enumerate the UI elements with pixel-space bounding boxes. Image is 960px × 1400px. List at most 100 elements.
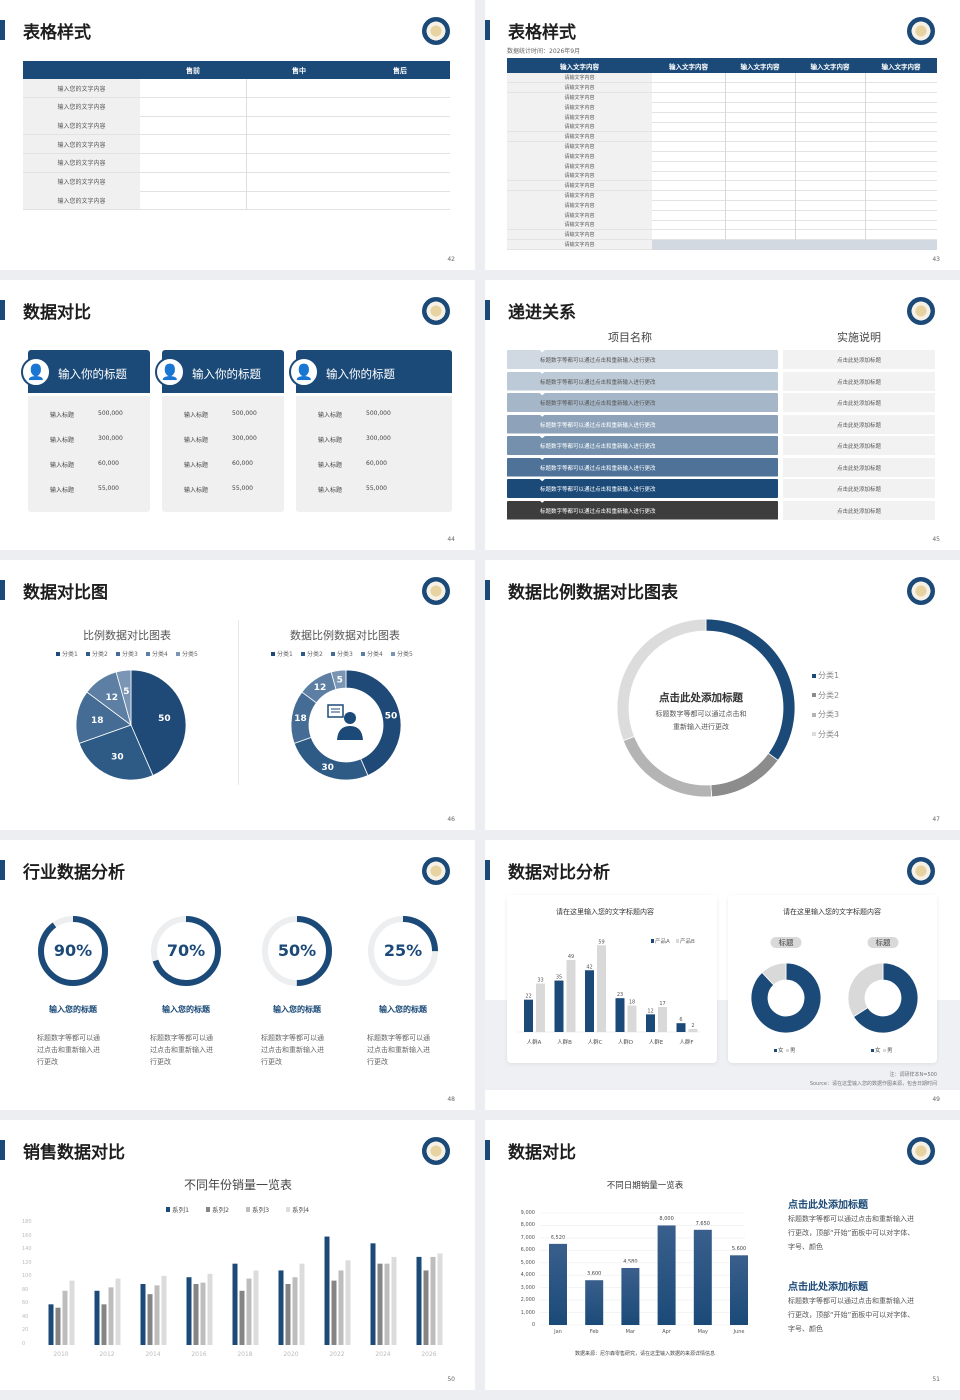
card-row-value: 500,000: [366, 410, 391, 417]
bar-系列2-2026: [423, 1270, 429, 1345]
legend-item: 男: [883, 1046, 893, 1054]
tablet-user-icon: 👤: [21, 357, 51, 387]
legend-swatch: [391, 651, 395, 656]
bar-系列3-2026: [430, 1256, 436, 1345]
block-text: 行更改，顶部“开始”面板中可以对字体、: [788, 1311, 915, 1319]
table-row-label: 请输文字内容: [564, 183, 595, 190]
table-row-label: 请输文字内容: [564, 153, 595, 160]
card-row-label: 输入标题: [318, 462, 343, 469]
row-divider: [507, 239, 937, 240]
row-divider: [507, 229, 937, 230]
legend-label: 系列3: [252, 1206, 270, 1214]
slice-分类2: [78, 724, 154, 781]
card-row-label: 输入标题: [184, 487, 209, 494]
note-cell: [783, 393, 935, 412]
table-row-label: 请输文字内容: [564, 232, 595, 239]
bar-Jan: [549, 1243, 567, 1325]
table-row-label: 请输文字内容: [564, 114, 595, 121]
bar-Feb: [585, 1280, 604, 1325]
x-tick-label: 人群A: [526, 1040, 542, 1046]
card-body: [28, 396, 150, 512]
table-row-label: 请输文字内容: [564, 143, 595, 150]
x-tick-label: June: [733, 1329, 745, 1335]
x-tick-label: 人群E: [648, 1040, 664, 1046]
table-header-cell: 输入文字内容: [669, 62, 708, 71]
column-divider: [725, 73, 726, 240]
legend-swatch: [812, 732, 816, 736]
legend-item: 系列1: [166, 1204, 189, 1214]
row-label-cell: [507, 171, 652, 181]
y-tick-label: 1,000: [520, 1309, 535, 1316]
card-body: [296, 396, 452, 512]
table-header: [23, 61, 450, 79]
legend-label: 分类3: [122, 651, 138, 658]
slide-46[interactable]: 数据对比图 46 比例数据对比图表 数据比例数据对比图表 分类1 分类2 分类3 分类4 分类5…: [0, 560, 475, 830]
table-row-label: 输入您的文字内容: [57, 197, 106, 205]
bar-系列2-2012: [101, 1304, 107, 1345]
row-divider: [507, 180, 937, 181]
donut-center-text: 标题数字等都可以通过点击和: [655, 710, 747, 718]
block-text: 标题数字等都可以通过点击和重新输入进: [788, 1297, 914, 1305]
slide-45[interactable]: 递进关系 45 项目名称 实施说明 标题数字等都可以通过点击和重新输入进行更改 点击此处添…: [485, 280, 960, 550]
bar-系列2-2016: [193, 1284, 199, 1345]
slide-49[interactable]: 数据对比分析 49 请在这里输入您的文字标题内容 产品A 产品B 人群A 人群B 人群C 人群D…: [485, 840, 960, 1110]
step-note: 点击此处添加标题: [836, 379, 882, 386]
x-tick-label: May: [697, 1329, 708, 1335]
item-desc: 过点击和重新输入进: [261, 1046, 324, 1054]
legend-swatch: [812, 693, 816, 697]
bar-系列3-2024: [384, 1263, 390, 1345]
slide-47[interactable]: 数据比例数据对比图表 47 点击此处添加标题 标题数字等都可以通过点击和 重新输入进行更…: [485, 560, 960, 830]
page-number: 48: [447, 1096, 455, 1103]
y-tick-label: 20: [22, 1327, 29, 1334]
slide-44[interactable]: 数据对比 44 👤 输入你的标题 输入标题 500,000 输入标题 300,000 输入标题 6…: [0, 280, 475, 550]
slide-43[interactable]: 表格样式 43 数据统计时间：2026年9月 输入文字内容 输入文字内容 输入文字内容 输入…: [485, 0, 960, 270]
slide-50[interactable]: 销售数据对比 50 不同年份销量一览表 系列1 系列2 系列3 系列4 0 20 40 60 80 10…: [0, 1120, 475, 1390]
bar-产品A-人群A: [524, 999, 533, 1032]
note-cell: [783, 371, 935, 391]
card-row-label: 输入标题: [50, 437, 75, 444]
slide-title: 数据对比图: [23, 583, 108, 603]
slice-label: 50: [385, 712, 398, 722]
slide-42[interactable]: 表格样式 42 售前 售中 售后 输入您的文字内容 输入您的文字内容 输入您的文字内容 输入您的…: [0, 0, 475, 270]
bar-value-label: 7,650: [695, 1220, 710, 1227]
table-row-label: 请输文字内容: [564, 94, 595, 101]
y-tick-label: 3,000: [520, 1284, 535, 1291]
y-tick-label: 5,000: [520, 1259, 535, 1266]
x-tick-label: Jan: [554, 1329, 562, 1335]
y-tick-label: 8,000: [520, 1222, 535, 1229]
bar-chart: [540, 1212, 748, 1326]
legend-item: 分类2: [86, 649, 108, 658]
card-row-label: 输入标题: [318, 437, 343, 444]
table-row-label: 请输文字内容: [564, 192, 595, 199]
row-label-cell: [507, 141, 652, 152]
slide-title: 递进关系: [508, 303, 576, 323]
legend-label: 分类2: [307, 651, 323, 658]
item-title: 输入您的标题: [49, 1005, 97, 1014]
table-header-cell: 售后: [393, 67, 407, 75]
legend-item: 分类2: [812, 690, 839, 701]
page-number: 49: [932, 1096, 940, 1103]
slide-51[interactable]: 数据对比 51 0 1,000 2,000 3,000 4,000 5,000 6,000 7,0…: [485, 1120, 960, 1390]
row-label-cell: [507, 220, 652, 230]
table-row-label: 输入您的文字内容: [57, 122, 106, 130]
chart-card: [507, 895, 717, 1063]
legend-label: 系列2: [212, 1206, 230, 1214]
step-text: 标题数字等都可以通过点击和重新输入进行更改: [540, 508, 656, 515]
legend-label: 系列1: [172, 1206, 190, 1214]
table-row-label: 输入您的文字内容: [57, 141, 106, 149]
comparison-charts: 22 33 35 49 42 59 23 18 12 17 6 2: [517, 939, 919, 1034]
item-desc: 标题数字等都可以通: [261, 1034, 324, 1042]
legend-item: 系列3: [246, 1204, 269, 1214]
progression-step: [507, 350, 778, 369]
chart-title: 请在这里输入您的文字标题内容: [783, 908, 881, 916]
title-accent-bar: [485, 1140, 490, 1160]
title-accent-bar: [0, 1140, 5, 1160]
row-divider: [507, 209, 937, 211]
y-tick-label: 100: [22, 1273, 32, 1280]
step-note: 点击此处添加标题: [836, 465, 882, 472]
slice-label: 12: [105, 693, 118, 703]
legend-item: 女: [871, 1046, 881, 1054]
slide-48[interactable]: 行业数据分析 48 90% 输入您的标题 标题数字等都可以通 过点击和重新输入进 行更改 70…: [0, 840, 475, 1110]
bar-系列2-2022: [331, 1280, 337, 1345]
legend-swatch: [206, 1206, 210, 1212]
